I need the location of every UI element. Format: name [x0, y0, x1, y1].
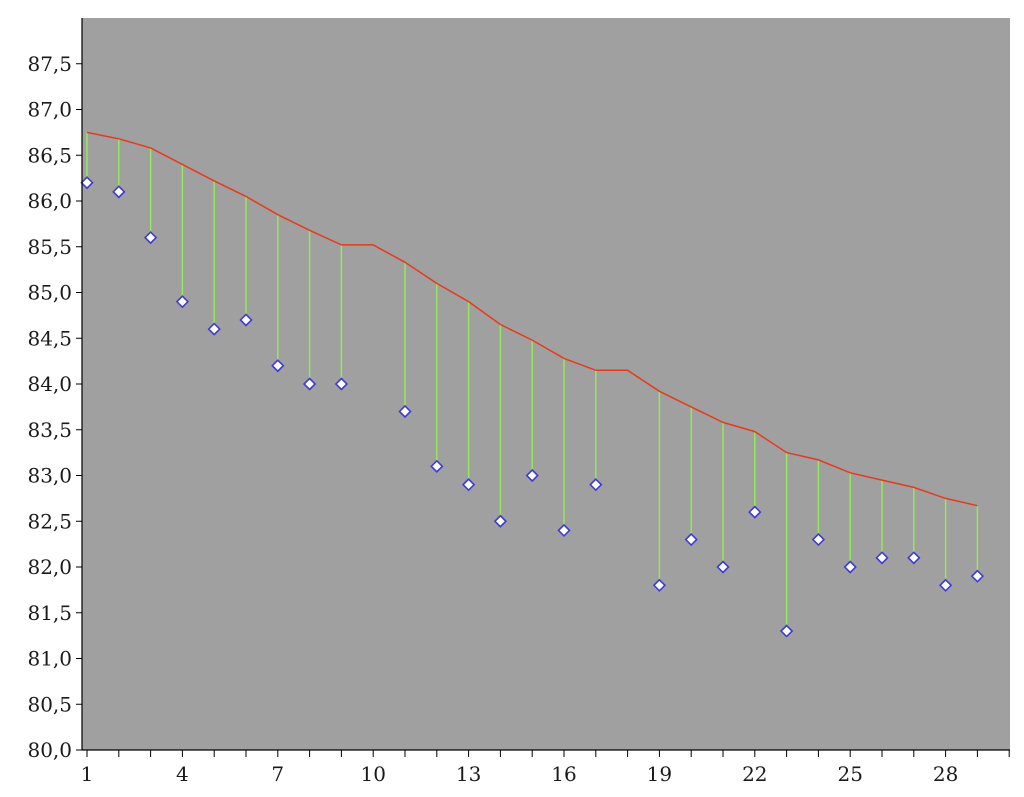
data-point — [811, 532, 826, 547]
data-point — [207, 322, 221, 336]
x-tick-label: 28 — [933, 762, 958, 786]
y-tick-label: 86,5 — [27, 143, 72, 167]
y-tick-label: 87,0 — [27, 98, 72, 122]
y-tick-label: 84,0 — [27, 372, 72, 396]
y-tick-label: 87,5 — [27, 52, 72, 76]
x-tick-label: 1 — [81, 762, 94, 786]
plot-area — [82, 18, 1010, 750]
data-point — [430, 459, 444, 473]
x-tick-label: 22 — [742, 762, 767, 786]
x-tick-label: 16 — [551, 762, 576, 786]
data-point — [684, 532, 698, 547]
data-point — [461, 478, 476, 492]
data-point — [398, 404, 412, 419]
x-tick-label: 10 — [360, 762, 385, 786]
data-point — [143, 230, 158, 245]
data-point — [239, 313, 253, 327]
x-ticks: 1 4 7 10 13 16 19 22 25 28 — [81, 750, 1010, 786]
data-point — [875, 551, 889, 565]
y-tick-label: 81,5 — [27, 601, 72, 625]
y-tick-label: 85,0 — [27, 281, 72, 305]
data-point — [938, 578, 953, 592]
data-point — [589, 478, 603, 492]
data-point — [907, 551, 921, 565]
data-point — [271, 359, 285, 373]
data-point — [779, 624, 794, 638]
x-tick-label: 13 — [456, 762, 481, 786]
data-point — [716, 560, 730, 574]
data-point — [748, 505, 762, 519]
y-tick-label: 80,0 — [27, 738, 72, 762]
series-line — [86, 131, 978, 507]
data-point — [334, 377, 349, 391]
x-tick-label: 25 — [837, 762, 862, 786]
y-tick-label: 85,5 — [27, 235, 72, 259]
data-point — [525, 468, 539, 483]
y-tick-label: 82,5 — [27, 509, 72, 533]
y-ticks: 80,0 80,5 81,0 81,5 82,0 82,5 83,0 83,5 84,0 84,5… — [27, 52, 82, 762]
data-point — [493, 514, 508, 528]
x-tick-label: 19 — [647, 762, 672, 786]
x-tick-label: 7 — [271, 762, 284, 786]
drop-lines — [86, 132, 979, 632]
y-tick-label: 86,0 — [27, 189, 72, 213]
data-point — [302, 377, 317, 391]
data-point — [652, 578, 667, 592]
y-tick-label: 83,5 — [27, 418, 72, 442]
data-point — [843, 560, 857, 574]
y-tick-label: 81,0 — [27, 647, 72, 671]
y-tick-label: 82,0 — [27, 555, 72, 579]
series-markers — [80, 176, 985, 638]
x-tick-label: 4 — [176, 762, 189, 786]
y-tick-label: 83,0 — [27, 464, 72, 488]
y-tick-label: 84,5 — [27, 326, 72, 350]
data-point — [175, 295, 190, 309]
data-point — [557, 523, 571, 538]
y-tick-label: 80,5 — [27, 692, 72, 716]
data-point — [80, 176, 94, 190]
data-point — [112, 185, 126, 199]
data-point — [970, 569, 985, 583]
